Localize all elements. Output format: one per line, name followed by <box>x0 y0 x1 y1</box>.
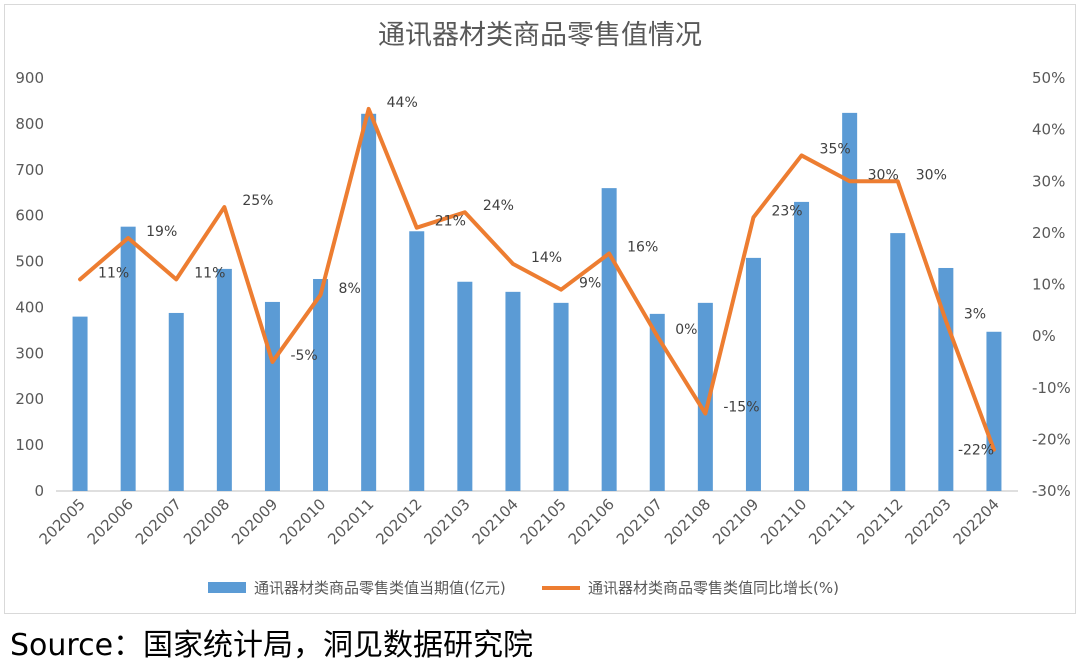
line-data-label: -15% <box>723 400 759 416</box>
bar <box>986 331 1002 491</box>
line-data-label: 11% <box>194 265 225 281</box>
line-data-label: 19% <box>146 224 177 240</box>
growth-line <box>78 106 996 452</box>
x-tick-label: 202103 <box>420 495 473 548</box>
left-axis-tick-label: 800 <box>15 115 44 133</box>
line-data-label: 30% <box>868 167 899 183</box>
bar <box>457 281 473 491</box>
line-data-label: -5% <box>290 348 317 364</box>
x-tick-label: 202010 <box>276 495 329 548</box>
x-tick-label: 202006 <box>84 495 137 548</box>
right-axis-tick-label: -30% <box>1032 482 1071 500</box>
line-data-label: 25% <box>242 193 273 209</box>
x-tick-label: 202111 <box>805 495 858 548</box>
line-data-label: 3% <box>964 307 986 323</box>
bar <box>601 188 617 491</box>
legend-bar-swatch <box>208 582 246 593</box>
line-data-label: 9% <box>579 276 601 292</box>
bar <box>313 278 329 491</box>
line-data-label: 0% <box>675 322 697 338</box>
left-axis-tick-label: 400 <box>15 298 44 316</box>
line-data-label: 23% <box>771 203 802 219</box>
x-tick-label: 202106 <box>565 495 618 548</box>
line-data-label: 16% <box>627 240 658 256</box>
x-tick-label: 202011 <box>324 495 377 548</box>
left-axis-tick-label: 600 <box>15 207 44 225</box>
source-caption: Source：国家统计局，洞见数据研究院 <box>10 628 534 663</box>
right-axis-tick-label: -20% <box>1032 430 1071 448</box>
left-axis-tick-label: 0 <box>34 482 44 500</box>
line-data-label: 21% <box>435 214 466 230</box>
x-tick-label: 202005 <box>36 495 89 548</box>
x-tick-label: 202112 <box>853 495 906 548</box>
left-axis-tick-label: 500 <box>15 253 44 271</box>
left-axis-tick-label: 100 <box>15 436 44 454</box>
left-axis: 0 100 200 300 400 500 600 700 800 900 <box>15 69 44 500</box>
bar <box>938 267 954 491</box>
left-axis-tick-label: 200 <box>15 390 44 408</box>
left-axis-tick-label: 300 <box>15 344 44 362</box>
x-tick-label: 202012 <box>372 495 425 548</box>
x-tick-label: 202105 <box>517 495 570 548</box>
chart-title: 通讯器材类商品零售值情况 <box>378 20 702 51</box>
right-axis-tick-label: 40% <box>1032 121 1065 139</box>
bar <box>745 257 761 491</box>
x-tick-label: 202204 <box>950 495 1003 548</box>
bar <box>264 301 280 491</box>
x-tick-label: 202009 <box>228 495 281 548</box>
legend-bar-label: 通讯器材类商品零售类值当期值(亿元) <box>254 579 506 597</box>
line-data-label: 30% <box>916 167 947 183</box>
bar <box>72 316 88 491</box>
x-tick-label: 202110 <box>757 495 810 548</box>
line-data-label: 11% <box>98 265 129 281</box>
bar <box>649 313 665 491</box>
right-axis-tick-label: 0% <box>1032 327 1056 345</box>
bar <box>361 113 377 491</box>
line-data-label: -22% <box>958 443 994 459</box>
x-tick-label: 202007 <box>132 495 185 548</box>
bar <box>553 302 569 491</box>
legend: 通讯器材类商品零售类值当期值(亿元) 通讯器材类商品零售类值同比增长(%) <box>208 579 839 597</box>
bar <box>794 201 810 491</box>
bar-series <box>72 112 1002 492</box>
x-axis-ticks: 2020052020062020072020082020092020102020… <box>36 495 1003 548</box>
bar <box>842 112 858 492</box>
bar <box>697 302 713 491</box>
line-data-label: 35% <box>820 141 851 157</box>
data-labels: 11% 19% 11% 25% -5% 8% 44% 21% 24% 14% 9% 16% 0% -15%… <box>98 95 994 459</box>
line-series <box>78 106 996 452</box>
x-tick-label: 202008 <box>180 495 233 548</box>
right-axis-tick-label: 30% <box>1032 172 1065 190</box>
legend-line-label: 通讯器材类商品零售类值同比增长(%) <box>588 579 839 597</box>
bar <box>216 268 232 491</box>
line-data-label: 14% <box>531 250 562 266</box>
x-tick-label: 202108 <box>661 495 714 548</box>
bar <box>505 291 521 491</box>
right-axis-tick-label: -10% <box>1032 379 1071 397</box>
bar <box>168 312 184 491</box>
x-tick-label: 202109 <box>709 495 762 548</box>
right-axis-tick-label: 10% <box>1032 276 1065 294</box>
bar <box>120 226 136 491</box>
bar <box>409 231 425 491</box>
left-axis-tick-label: 700 <box>15 161 44 179</box>
x-tick-label: 202203 <box>901 495 954 548</box>
right-axis-tick-label: 50% <box>1032 69 1065 87</box>
x-tick-label: 202104 <box>469 495 522 548</box>
line-data-label: 44% <box>387 95 418 111</box>
line-data-label: 24% <box>483 198 514 214</box>
left-axis-tick-label: 900 <box>15 69 44 87</box>
bar <box>890 233 906 492</box>
right-axis-tick-label: 20% <box>1032 224 1065 242</box>
right-axis: -30% -20% -10% 0% 10% 20% 30% 40% 50% <box>1032 69 1071 500</box>
line-data-label: 8% <box>339 281 361 297</box>
x-tick-label: 202107 <box>613 495 666 548</box>
